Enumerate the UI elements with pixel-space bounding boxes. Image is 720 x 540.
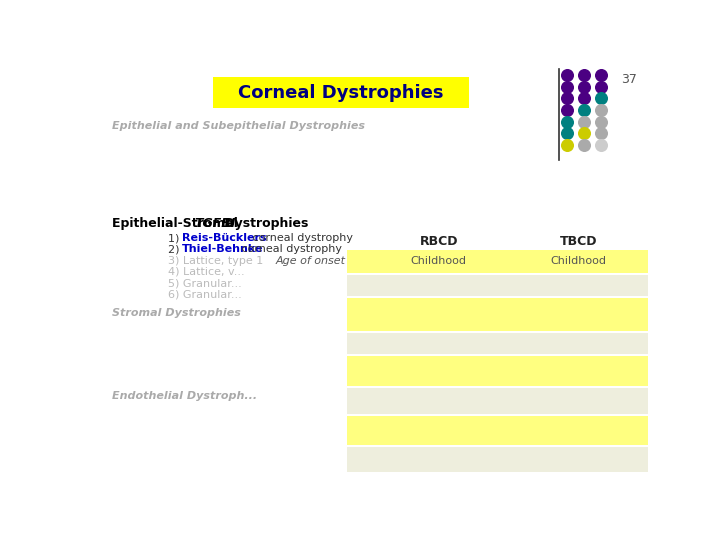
Text: 5) Granular...: 5) Granular... [168,278,242,288]
Bar [508,447,648,472]
Point [562,83,573,91]
Bar [347,356,369,386]
Point [562,141,573,150]
Point [595,83,606,91]
Point [578,117,590,126]
Bar [369,250,508,273]
Text: RBCD: RBCD [420,235,458,248]
Bar [508,299,648,331]
Text: Epithelial-Stromal: Epithelial-Stromal [112,217,243,230]
Bar [369,333,508,354]
Text: TBCD: TBCD [559,235,597,248]
Bar [347,299,369,331]
Point [578,106,590,114]
Point [562,71,573,79]
Bar [369,388,508,414]
Bar [369,356,508,386]
Text: Childhood: Childhood [410,256,467,266]
Point [562,117,573,126]
Text: 1): 1) [168,233,183,243]
Text: Age of onset: Age of onset [276,256,346,266]
Bar [347,250,369,273]
Text: Corneal Dystrophies: Corneal Dystrophies [238,84,444,102]
FancyBboxPatch shape [213,77,469,109]
Point [562,106,573,114]
Bar [347,333,369,354]
Point [578,71,590,79]
Point [562,94,573,103]
Bar [508,275,648,296]
Text: Stromal Dystrophies: Stromal Dystrophies [112,308,241,318]
Text: Childhood: Childhood [550,256,606,266]
Text: 2): 2) [168,245,183,254]
Text: Endothelial Dystroph...: Endothelial Dystroph... [112,391,258,401]
Bar [347,388,369,414]
Bar [347,447,369,472]
Text: Thiel-Behnke: Thiel-Behnke [182,245,264,254]
Point [578,129,590,138]
Bar [508,388,648,414]
Bar [369,416,508,446]
Point [595,141,606,150]
Point [562,129,573,138]
Text: Dystrophies: Dystrophies [220,217,308,230]
Bar [347,416,369,446]
Point [595,106,606,114]
Point [578,94,590,103]
Text: 6) Granular...: 6) Granular... [168,289,242,299]
Bar [369,447,508,472]
Point [595,129,606,138]
Text: Reis-Bücklers: Reis-Bücklers [182,233,266,243]
Text: corneal dystrophy: corneal dystrophy [249,233,353,243]
Point [595,71,606,79]
Text: corneal dystrophy: corneal dystrophy [238,245,342,254]
Bar [369,275,508,296]
Bar [347,275,369,296]
Point [595,117,606,126]
Bar [508,333,648,354]
Point [578,83,590,91]
Point [595,94,606,103]
Text: 3) Lattice, type 1: 3) Lattice, type 1 [168,255,264,266]
Bar [508,416,648,446]
Bar [508,356,648,386]
Bar [508,250,648,273]
Text: TGFBI: TGFBI [195,217,236,230]
Text: 37: 37 [621,73,637,86]
Bar [369,299,508,331]
Point [578,141,590,150]
Text: 4) Lattice, v...: 4) Lattice, v... [168,267,245,277]
Text: Epithelial and Subepithelial Dystrophies: Epithelial and Subepithelial Dystrophies [112,121,365,131]
